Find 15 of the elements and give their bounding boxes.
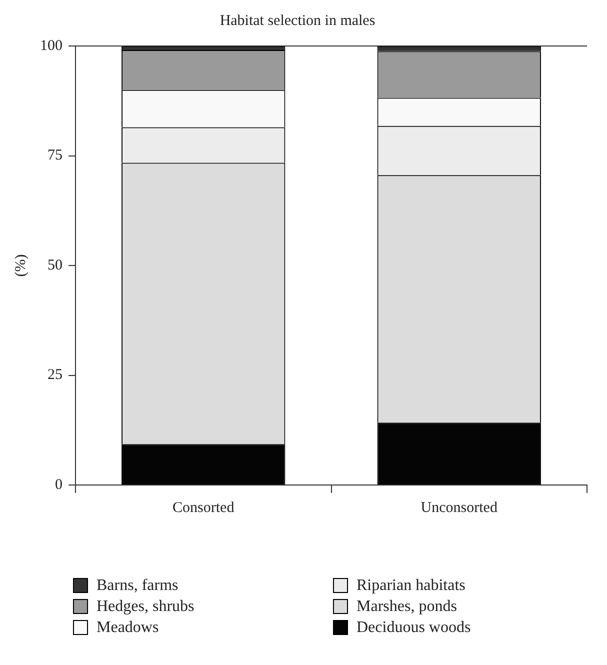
legend-label: Riparian habitats <box>356 576 466 594</box>
legend-label: Barns, farms <box>96 576 178 594</box>
legend-label: Marshes, ponds <box>356 598 457 616</box>
y-tick-label: 25 <box>48 367 62 384</box>
legend-label: Hedges, shrubs <box>96 598 194 616</box>
x-tick-label: Unconsorted <box>420 500 498 516</box>
y-tick-label: 0 <box>55 476 62 493</box>
legend-label: Deciduous woods <box>356 618 471 636</box>
y-tick-label: 100 <box>40 38 62 54</box>
y-axis-title: (%) <box>12 254 29 277</box>
x-tick-label: Consorted <box>172 500 235 516</box>
y-tick-label: 75 <box>48 148 62 164</box>
legend-label: Meadows <box>96 618 159 636</box>
chart-title: Habitat selection in males <box>220 12 376 29</box>
y-tick-label: 50 <box>48 257 62 274</box>
